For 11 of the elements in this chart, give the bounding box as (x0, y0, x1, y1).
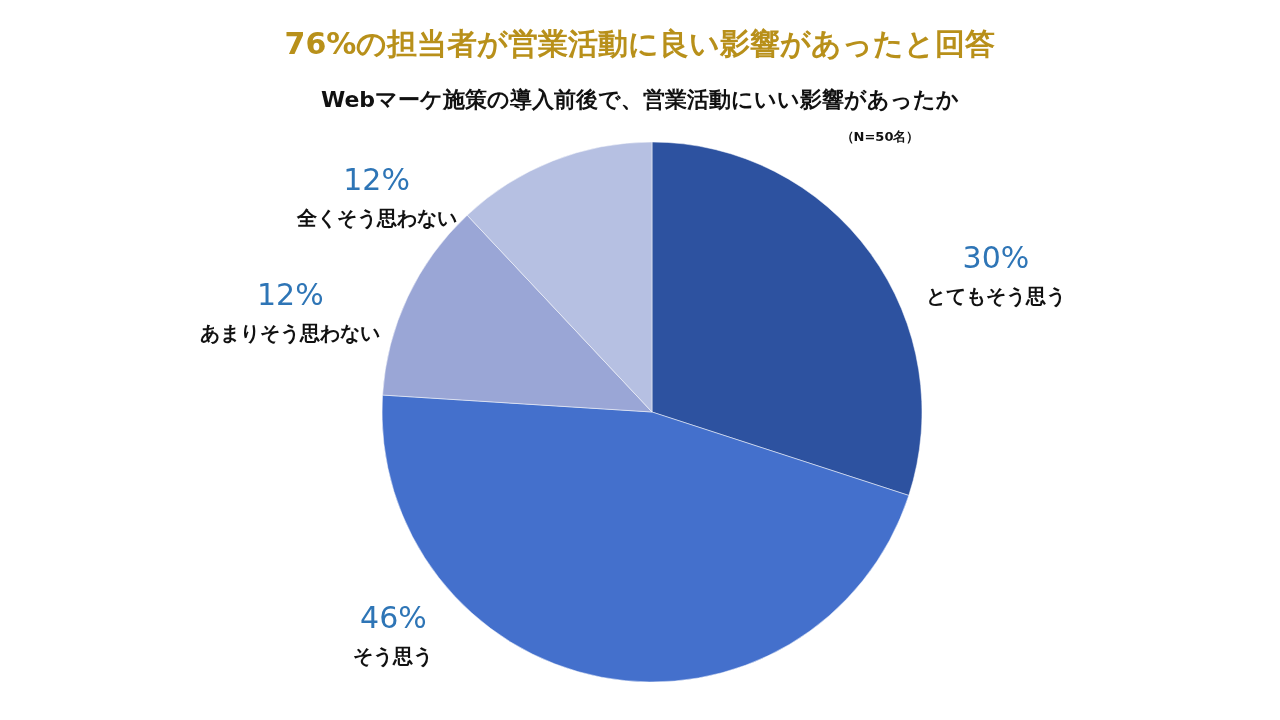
data-label: 30% (962, 240, 1030, 276)
slice-label: そう思う (353, 644, 434, 669)
data-label: 12% (256, 277, 324, 313)
slice-label: あまりそう思わない (200, 321, 381, 346)
data-label: 46% (360, 600, 427, 636)
chart-title: 76%の担当者が営業活動に良い影響があったと回答 (284, 26, 996, 61)
data-label: 12% (343, 161, 410, 197)
slice-label: とてもそう思う (925, 284, 1066, 309)
chart-subtitle: Webマーケ施策の導入前後で、営業活動にいい影響があったか (320, 87, 960, 112)
text: （N=50名） (840, 129, 920, 144)
slice-label: 全くそう思わない (295, 205, 457, 230)
